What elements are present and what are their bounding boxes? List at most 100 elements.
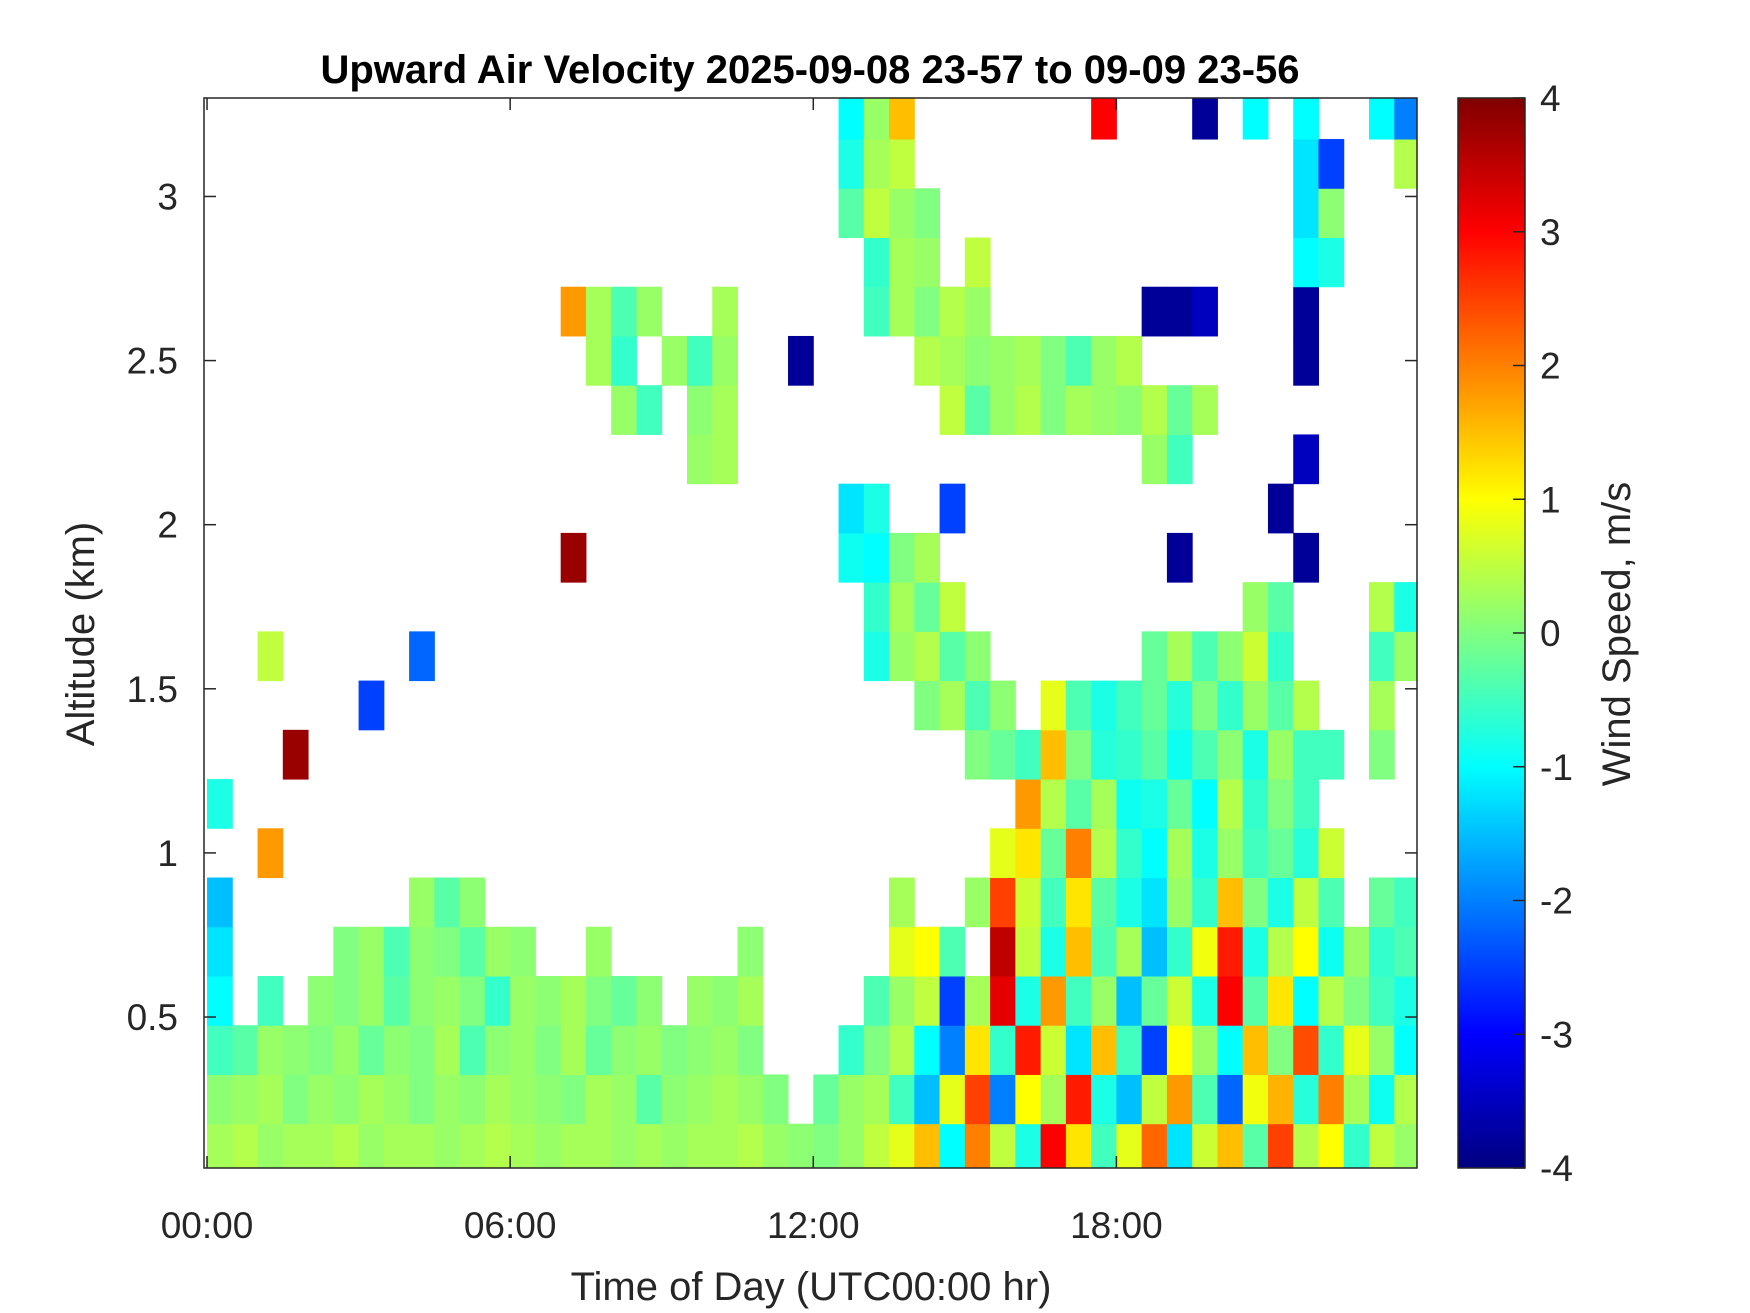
- heatmap-cell: [863, 286, 890, 337]
- heatmap-cell: [1116, 385, 1143, 435]
- heatmap-cell: [1192, 98, 1218, 140]
- heatmap-cell: [1116, 1025, 1143, 1075]
- heatmap-cell: [1141, 926, 1168, 977]
- heatmap-cell: [1242, 1025, 1269, 1075]
- heatmap-cell: [1116, 877, 1143, 928]
- heatmap-cell: [611, 1074, 637, 1125]
- heatmap-cell: [712, 335, 738, 386]
- y-tick-label: 3: [157, 176, 178, 217]
- heatmap-cell: [1116, 1074, 1143, 1125]
- heatmap-cell: [585, 1123, 612, 1169]
- x-axis: 00:00 06:00 12:00 18:00: [161, 98, 1163, 1246]
- heatmap-cell: [560, 1123, 587, 1169]
- heatmap-cell: [1141, 1123, 1168, 1169]
- heatmap-cell: [585, 1025, 612, 1075]
- heatmap-cell: [889, 631, 915, 682]
- heatmap-cell: [1091, 98, 1117, 140]
- heatmap-cell: [1293, 286, 1319, 337]
- heatmap-cell: [611, 335, 637, 386]
- heatmap-cell: [1369, 975, 1395, 1026]
- heatmap-cell: [964, 1025, 991, 1075]
- heatmap-cell: [1015, 828, 1042, 879]
- heatmap-cell: [1141, 680, 1168, 731]
- heatmap-cell: [964, 385, 991, 435]
- heatmap-cell: [207, 1123, 233, 1169]
- heatmap-cell: [1065, 729, 1092, 780]
- y-axis-label: Altitude (km): [59, 522, 103, 747]
- heatmap-cell: [585, 286, 612, 337]
- heatmap-cell: [1394, 975, 1418, 1026]
- heatmap-cell: [1065, 1123, 1092, 1169]
- heatmap-cell: [737, 1025, 764, 1075]
- heatmap-cell: [914, 680, 941, 731]
- heatmap-cell: [1192, 286, 1218, 337]
- heatmap-cell: [737, 975, 764, 1026]
- heatmap-cell: [1166, 434, 1193, 485]
- y-tick-label: 1.5: [127, 669, 178, 710]
- colorbar-tick-label: 0: [1540, 613, 1561, 654]
- heatmap-cell: [1293, 975, 1319, 1026]
- heatmap-cell: [964, 286, 991, 337]
- heatmap-cell: [1065, 877, 1092, 928]
- heatmap-cell: [434, 1074, 461, 1125]
- heatmap-cell: [1242, 98, 1269, 140]
- heatmap-cell: [889, 188, 915, 238]
- heatmap-cell: [459, 1074, 486, 1125]
- heatmap-cell: [1166, 286, 1193, 337]
- heatmap-cell: [863, 532, 890, 583]
- chart-title: Upward Air Velocity 2025-09-08 23-57 to …: [320, 48, 1299, 92]
- heatmap-cell: [1091, 335, 1117, 386]
- heatmap-cell: [257, 828, 284, 879]
- heatmap-cell: [889, 286, 915, 337]
- heatmap-cell: [484, 926, 511, 977]
- heatmap-cell: [358, 680, 385, 731]
- heatmap-cell: [383, 1074, 410, 1125]
- heatmap-cell: [1293, 877, 1319, 928]
- heatmap-cell: [358, 1074, 385, 1125]
- y-tick-label: 2.5: [127, 341, 178, 382]
- heatmap-cell: [889, 926, 915, 977]
- heatmap-cell: [1192, 680, 1218, 731]
- heatmap-cell: [889, 532, 915, 583]
- heatmap-cell: [914, 926, 941, 977]
- heatmap-cell: [207, 877, 233, 928]
- heatmap-cell: [838, 532, 865, 583]
- heatmap-cell: [1040, 779, 1067, 829]
- heatmap-cell: [383, 1025, 410, 1075]
- heatmap-cell: [207, 1074, 233, 1125]
- heatmap-cell: [939, 1025, 966, 1075]
- heatmap-cell: [409, 631, 435, 682]
- heatmap-cell: [207, 779, 233, 829]
- heatmap-cell: [1369, 1074, 1395, 1125]
- heatmap-cell: [1065, 779, 1092, 829]
- heatmap-cell: [1293, 335, 1319, 386]
- heatmap-cell: [232, 1123, 259, 1169]
- heatmap-cell: [1242, 975, 1269, 1026]
- heatmap-cell: [939, 680, 966, 731]
- heatmap-cell: [1192, 1025, 1218, 1075]
- heatmap-cell: [1293, 828, 1319, 879]
- heatmap-cell: [409, 926, 435, 977]
- heatmap-cell: [712, 434, 738, 485]
- heatmap-cell: [484, 1123, 511, 1169]
- heatmap-cell: [1040, 729, 1067, 780]
- heatmap-cell: [889, 582, 915, 632]
- heatmap-cell: [1394, 926, 1418, 977]
- heatmap-cell: [1091, 729, 1117, 780]
- heatmap-cell: [939, 483, 966, 534]
- heatmap-cell: [207, 975, 233, 1026]
- heatmap-cell: [1091, 1074, 1117, 1125]
- heatmap-cell: [1141, 434, 1168, 485]
- heatmap-cell: [939, 286, 966, 337]
- x-tick-label: 12:00: [767, 1205, 860, 1246]
- heatmap-cell: [1116, 1123, 1143, 1169]
- heatmap-cell: [1166, 1074, 1193, 1125]
- heatmap-cell: [1091, 926, 1117, 977]
- heatmap-cell: [914, 532, 941, 583]
- colorbar-tick-label: -1: [1540, 747, 1573, 788]
- heatmap-cell: [1065, 828, 1092, 879]
- heatmap-cell: [1015, 385, 1042, 435]
- heatmap-cell: [762, 1074, 789, 1125]
- heatmap-cell: [1065, 680, 1092, 731]
- heatmap-cell: [1015, 975, 1042, 1026]
